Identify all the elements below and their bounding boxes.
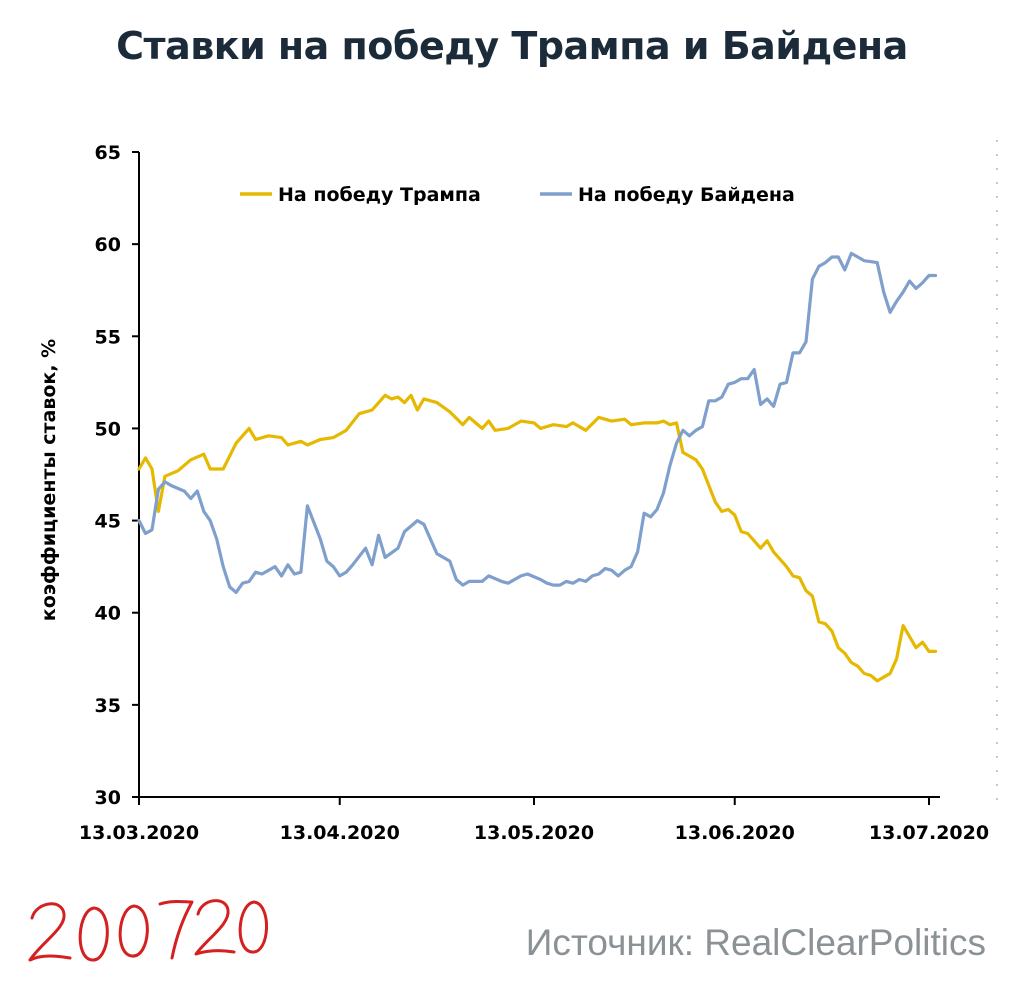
- x-tick-label: 13.04.2020: [280, 822, 400, 844]
- y-tick-label: 50: [95, 418, 121, 440]
- y-tick-label: 40: [95, 603, 121, 625]
- chart-title: Ставки на победу Трампа и Байдена: [116, 24, 908, 68]
- y-tick-label: 60: [95, 234, 121, 256]
- y-tick-label: 30: [95, 787, 121, 809]
- handwritten-stamp-200720: [28, 899, 268, 962]
- legend-label: На победу Трампа: [278, 184, 481, 206]
- trump-series-line: [137, 393, 938, 683]
- y-tick-label: 45: [95, 511, 121, 533]
- x-tick-label: 13.07.2020: [869, 822, 989, 844]
- source-note: Источник: RealClearPolitics: [525, 922, 986, 963]
- y-axis-label: коэффициенты ставок, %: [38, 339, 60, 621]
- legend-label: На победу Байдена: [578, 184, 795, 206]
- x-tick-label: 13.06.2020: [675, 822, 795, 844]
- y-tick-label: 65: [95, 142, 121, 164]
- x-tick-label: 13.05.2020: [474, 822, 594, 844]
- legend-item-trump: На победу Трампа: [240, 184, 481, 206]
- legend-item-biden: На победу Байдена: [540, 184, 795, 206]
- biden-series-line: [137, 251, 938, 594]
- series-lines: [137, 251, 938, 683]
- y-tick-label: 55: [95, 326, 121, 348]
- legend: На победу Трампа На победу Байдена: [240, 184, 795, 206]
- y-tick-label: 35: [95, 695, 121, 717]
- axes: 30 35 40 45 50 55 60 65 13.03.2020 13.04.2020 13.0…: [79, 142, 989, 844]
- x-tick-label: 13.03.2020: [79, 822, 199, 844]
